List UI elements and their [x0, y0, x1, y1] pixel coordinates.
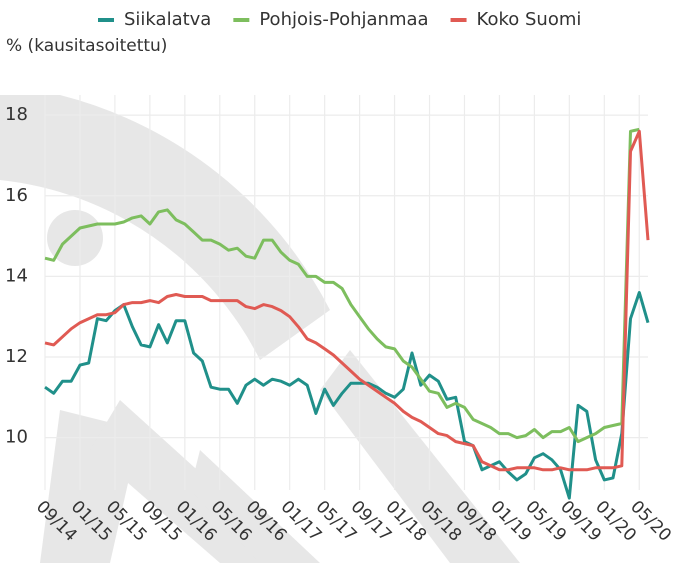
- y-tick-label: 14: [5, 265, 28, 286]
- legend: Siikalatva Pohjois-Pohjanmaa Koko Suomi: [98, 9, 581, 30]
- legend-label: Pohjois-Pohjanmaa: [259, 9, 428, 30]
- x-tick-label: 05/20: [626, 497, 675, 546]
- y-tick-label: 18: [5, 104, 28, 125]
- legend-label: Koko Suomi: [477, 9, 582, 30]
- watermark: [0, 95, 520, 563]
- y-tick-label: 10: [5, 427, 28, 448]
- legend-label: Siikalatva: [124, 9, 211, 30]
- y-tick-label: 12: [5, 346, 28, 367]
- y-tick-label: 16: [5, 185, 28, 206]
- chart: % (kausitasoitettu) Siikalatva Pohjois-Po…: [0, 0, 677, 563]
- y-axis-label: % (kausitasoitettu): [6, 36, 167, 56]
